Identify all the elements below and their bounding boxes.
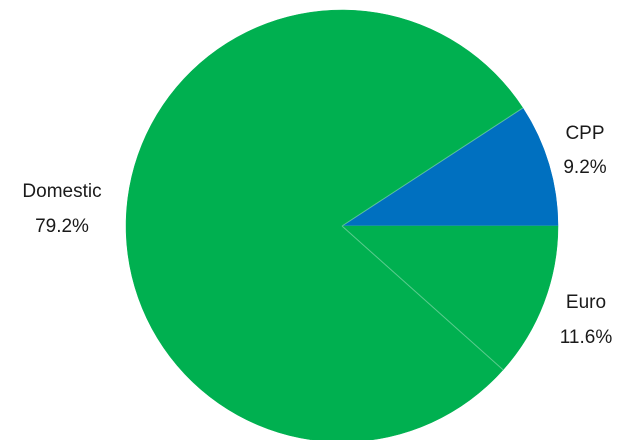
slice-separator bbox=[341, 107, 524, 227]
labels-layer: CPP 9.2% Domestic 79.2% Euro 11.6% bbox=[22, 123, 612, 348]
pie-slice-domestic bbox=[125, 9, 524, 440]
slice-value-label-domestic: 79.2% bbox=[35, 216, 89, 237]
slice-label-domestic: Domestic bbox=[22, 181, 101, 202]
pie-slice-euro bbox=[341, 225, 559, 371]
slices-layer bbox=[125, 9, 559, 440]
slice-label-euro: Euro bbox=[566, 292, 606, 313]
slice-separator bbox=[341, 225, 504, 371]
slice-value-label-cpp: 9.2% bbox=[563, 157, 606, 178]
slice-label-cpp: CPP bbox=[565, 123, 604, 144]
slice-value-label-euro: 11.6% bbox=[560, 327, 613, 348]
pie-slice-cpp bbox=[341, 107, 559, 227]
